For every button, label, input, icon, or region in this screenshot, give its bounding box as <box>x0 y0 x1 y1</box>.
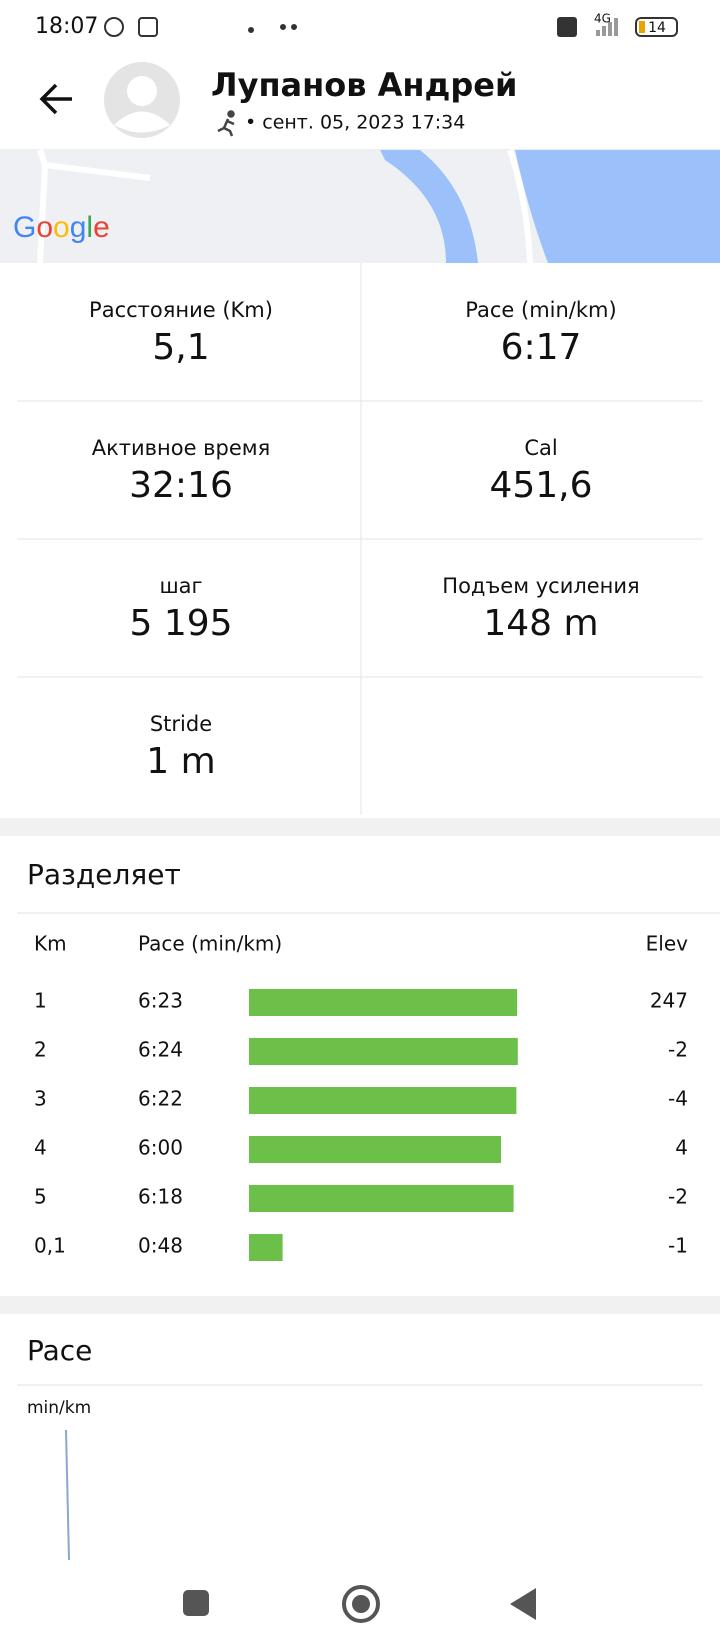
split-km: 1 <box>34 989 47 1013</box>
split-km: 4 <box>34 1136 47 1160</box>
pace-bar <box>249 1038 518 1065</box>
split-pace: 0:48 <box>138 1234 183 1258</box>
nav-back[interactable] <box>510 1588 536 1620</box>
pace-bar <box>249 1234 283 1261</box>
split-elev: -1 <box>668 1234 688 1258</box>
split-elev: -4 <box>668 1087 688 1111</box>
pace-line <box>65 1430 70 1560</box>
split-pace: 6:18 <box>138 1185 183 1209</box>
run-icon <box>217 110 235 137</box>
pace-unit: min/km <box>27 1398 91 1418</box>
battery-percent: 14 <box>648 20 666 36</box>
stat-label: Активное время <box>92 436 271 460</box>
avatar[interactable] <box>104 62 180 138</box>
section-gap <box>0 818 720 836</box>
split-elev: 4 <box>675 1136 688 1160</box>
stat-label: Расстояние (Km) <box>89 298 273 322</box>
status-time: 18:07 <box>35 14 98 39</box>
pace-bar <box>249 1185 514 1212</box>
split-elev: -2 <box>668 1185 688 1209</box>
split-km: 0,1 <box>34 1234 66 1258</box>
pace-bar <box>249 1136 501 1163</box>
network-type: 4G <box>594 12 611 26</box>
split-km: 3 <box>34 1087 47 1111</box>
stat-label: Подъем усиления <box>442 574 639 598</box>
volte-icon <box>557 17 577 37</box>
stat-value: 32:16 <box>129 465 233 506</box>
nav-home[interactable] <box>342 1585 380 1623</box>
splits-title: Разделяет <box>27 858 181 891</box>
stat-value: 451,6 <box>489 465 592 506</box>
column-header: Elev <box>646 932 688 956</box>
pace-bar <box>249 1087 517 1114</box>
split-pace: 6:24 <box>138 1038 183 1062</box>
back-button[interactable] <box>39 83 72 115</box>
user-name: Лупанов Андрей <box>211 66 517 104</box>
split-pace: 6:00 <box>138 1136 183 1160</box>
pace-title: Pace <box>27 1334 92 1367</box>
map[interactable] <box>0 149 720 264</box>
split-elev: -2 <box>668 1038 688 1062</box>
stat-label: шаг <box>159 574 202 598</box>
column-header: Km <box>34 932 67 956</box>
stat-value: 148 m <box>483 603 598 644</box>
battery-level <box>639 21 645 33</box>
split-km: 5 <box>34 1185 47 1209</box>
signal-icon <box>596 18 618 36</box>
split-elev: 247 <box>650 989 688 1013</box>
pace-bar <box>249 989 518 1016</box>
stat-value: 5 195 <box>129 603 232 644</box>
map-logo: Google <box>13 211 110 244</box>
stat-value: 5,1 <box>152 327 209 368</box>
section-gap <box>0 1296 720 1314</box>
nav-recent[interactable] <box>183 1590 209 1616</box>
battery-icon <box>635 17 678 37</box>
stat-label: Cal <box>524 436 557 460</box>
split-km: 2 <box>34 1038 47 1062</box>
stat-label: Stride <box>150 712 212 736</box>
column-header: Pace (min/km) <box>138 932 282 956</box>
split-pace: 6:22 <box>138 1087 183 1111</box>
split-pace: 6:23 <box>138 989 183 1013</box>
workout-date: • сент. 05, 2023 17:34 <box>245 112 465 134</box>
status-icons <box>104 17 297 37</box>
stat-label: Pace (min/km) <box>465 298 616 322</box>
stat-value: 6:17 <box>501 327 582 368</box>
stat-value: 1 m <box>146 741 215 782</box>
